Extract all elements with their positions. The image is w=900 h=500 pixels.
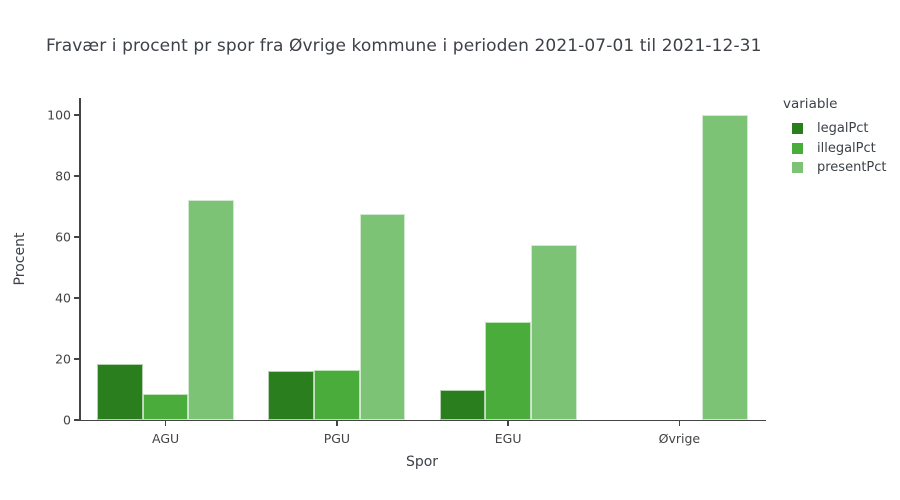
y-axis-line (79, 98, 81, 421)
legend-label-illegalpct: illegalPct (817, 140, 876, 156)
y-tick-mark (74, 358, 79, 360)
legend-title: variable (783, 96, 838, 112)
y-tick-label: 0 (63, 412, 71, 428)
bar-legalPct-pgu[interactable] (268, 371, 315, 420)
legend-label-legalpct: legalPct (817, 121, 869, 137)
y-tick-mark (74, 297, 79, 299)
legend: variable legalPct illegalPct presentPct (783, 96, 887, 178)
y-tick-mark (74, 236, 79, 238)
y-tick-label: 80 (55, 168, 71, 184)
legend-label-presentpct: presentPct (817, 160, 887, 176)
legend-item-illegalpct[interactable]: illegalPct (783, 139, 887, 159)
legend-swatch-legalpct (792, 123, 803, 135)
y-tick-label: 40 (55, 290, 71, 306)
bar-presentPct-agu[interactable] (188, 199, 235, 420)
x-tick-label-pgu: PGU (323, 431, 351, 446)
bar-presentPct-øvrige[interactable] (702, 115, 748, 420)
x-axis-title: Spor (405, 454, 439, 470)
y-tick-mark (74, 175, 79, 177)
y-tick-label: 20 (55, 351, 71, 367)
x-tick-mark (678, 421, 681, 426)
bar-presentPct-pgu[interactable] (359, 214, 406, 420)
legend-swatch-illegalpct (792, 142, 803, 154)
bar-legalPct-egu[interactable] (439, 389, 486, 420)
y-tick-mark (74, 114, 79, 116)
y-tick-label: 60 (55, 229, 71, 245)
bar-legalPct-agu[interactable] (97, 363, 143, 420)
x-tick-label-egu: EGU (494, 431, 522, 446)
x-tick-mark (164, 421, 167, 426)
x-tick-label-agu: AGU (152, 431, 180, 446)
legend-item-presentpct[interactable]: presentPct (783, 158, 887, 178)
y-tick-label: 100 (47, 107, 71, 123)
legend-item-legalpct[interactable]: legalPct (783, 119, 887, 139)
y-tick-mark (74, 419, 79, 421)
x-axis-line (79, 419, 766, 421)
y-axis-title: Procent (12, 232, 28, 286)
legend-swatch-presentpct (792, 162, 803, 174)
bar-presentPct-egu[interactable] (530, 244, 577, 420)
x-tick-mark (507, 421, 509, 426)
x-tick-mark (336, 421, 338, 426)
bar-illegalPct-agu[interactable] (142, 393, 189, 420)
x-tick-label-øvrige: Øvrige (658, 431, 701, 446)
chart-title: Fravær i procent pr spor fra Øvrige komm… (46, 36, 762, 56)
bar-illegalPct-egu[interactable] (485, 322, 531, 420)
bar-illegalPct-pgu[interactable] (314, 370, 360, 420)
